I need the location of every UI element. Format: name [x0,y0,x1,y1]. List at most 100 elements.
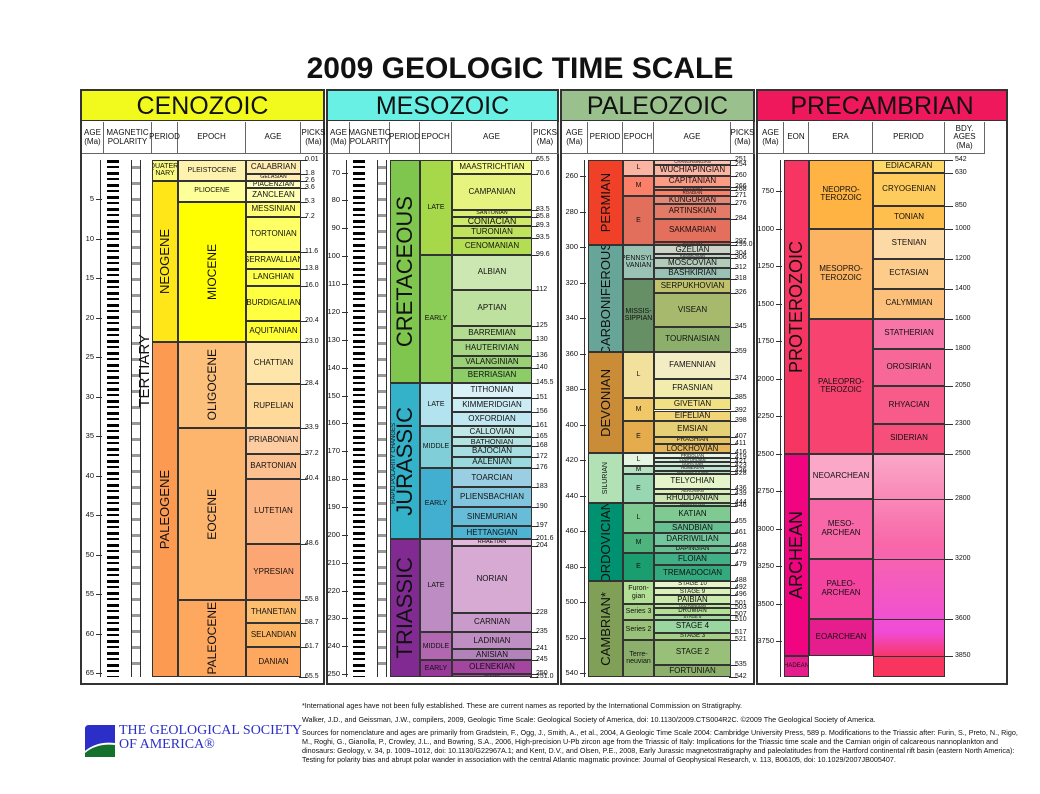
axis-tick-label: 3750 [757,636,774,645]
age-givetian: GIVETIAN [654,398,731,411]
age-label: KATIAN [678,509,707,519]
boundary-age: 2300 [955,419,971,427]
pick-value: 33.9 [305,423,319,431]
boundary-line [873,288,953,290]
pick-value: 428 [735,470,747,478]
pick-value: 496 [735,591,747,599]
age-ypresian: YPRESIAN [246,543,301,601]
boundary-line [873,160,953,161]
axis-tick-label: 65 [85,668,94,678]
axis-tick-label: 260 [565,170,578,180]
period-label: CAMBRIAN* [597,592,613,666]
axis-tick-label: 50 [85,549,94,559]
axis-tick [342,618,348,620]
period-label: CARBONIFEROUS [597,245,613,352]
age-ludfordian: LUDFORDIAN [654,458,731,463]
age-label: BASHKIRIAN [668,268,717,278]
age-label: YPRESIAN [253,566,294,576]
axis-tick [342,367,348,369]
age-axis [346,160,347,677]
column-header: AGE [654,122,731,154]
epoch-label: L [636,371,641,379]
age-label: STAGE 5 [683,614,702,620]
axis-tick [580,673,586,675]
pick-value: 145.5 [536,378,554,386]
axis-tick [776,228,782,230]
age-santonian: SANTONIAN [452,210,532,217]
axis-tick [580,495,586,497]
pick-value: 136 [536,352,548,360]
age-label: EIFELIAN [674,410,711,420]
pick-line [299,268,307,270]
pick-line [729,421,737,423]
pick-line [530,210,538,212]
axis-tick-label: 750 [761,186,774,196]
footer-sources: Sources for nomenclature and ages are pr… [302,728,1018,764]
polarity-note: RAPID POLARITY CHANGES [391,423,397,505]
age-label: NORIAN [476,574,508,584]
axis-tick [342,256,348,258]
age-label: STAGE 2 [675,646,710,656]
pick-line [729,444,737,446]
age-label: MOSCOVIAN [668,257,717,267]
axis-tick [96,633,102,635]
boundary-line [873,228,953,230]
pick-value: 112 [536,285,548,293]
age-label: GORSTIAN [682,462,703,466]
axis-tick [342,311,348,313]
axis-tick-label: 25 [85,352,94,362]
axis-tick [580,424,586,426]
age-label: BARTONIAN [250,461,297,471]
pick-value: 13.8 [305,264,319,272]
pick-value: 55.8 [305,596,319,604]
epoch-box: LATE [420,382,452,427]
period-permian: PERMIAN [588,160,623,246]
boundary-line [873,386,953,388]
pick-value: 503 [735,603,747,611]
age-bathonian: BATHONIAN [452,437,532,446]
age-famennian: FAMENNIAN [654,351,731,379]
epoch-box: LATE [420,539,452,633]
epoch-box: M [623,465,654,475]
epoch-label: M [635,466,642,474]
age-label: TOARCIAN [471,472,513,482]
pick-value: 260 [735,171,747,179]
epoch-label: PALEOCENE [204,602,219,675]
period-quaternary: QUATER-NARY [152,160,178,181]
column-header: AGE [452,122,532,154]
epoch-label: MISSIS-SIPPIAN [624,308,653,323]
period-cambrian: CAMBRIAN* [588,581,623,677]
column-header: BDY. AGES (Ma) [945,122,985,154]
age-wuchiapingian: WUCHIAPINGIAN [654,165,731,176]
epoch-box: Furon-gian [623,581,654,605]
age-roadian: ROADIAN [654,190,731,196]
pick-value: 299.0 [735,241,753,249]
pick-line [729,502,737,504]
axis-tick [96,475,102,477]
axis-tick-label: 45 [85,510,94,520]
age-thanetian: THANETIAN [246,600,301,624]
epoch-box: MIDDLE [420,632,452,661]
age-induan: INDUAN [452,674,532,677]
pick-value: 423 [735,461,747,469]
age-label: RUPELIAN [253,400,294,410]
pick-line [729,474,737,476]
axis-tick-label: 190 [327,501,340,511]
age-label: GZELIAN [675,245,710,254]
axis-tick-label: 200 [327,529,340,539]
pick-line [729,175,737,177]
pick-line [299,453,307,455]
pick-line [299,647,307,648]
axis-tick [580,318,586,320]
axis-tick-label: 3000 [757,523,774,533]
axis-tick-label: 150 [327,390,340,400]
boundary-age: 3600 [955,614,971,622]
age-tortonian: TORTONIAN [246,216,301,252]
pick-line [729,218,737,220]
age-label: GIVETIAN [673,399,712,409]
axis-tick-label: 1000 [757,223,774,233]
age-label: VISEAN [677,304,708,314]
pick-value: 11.6 [305,247,319,255]
period-box: STENIAN [873,228,945,259]
era-label: EOARCHEAN [815,632,867,642]
